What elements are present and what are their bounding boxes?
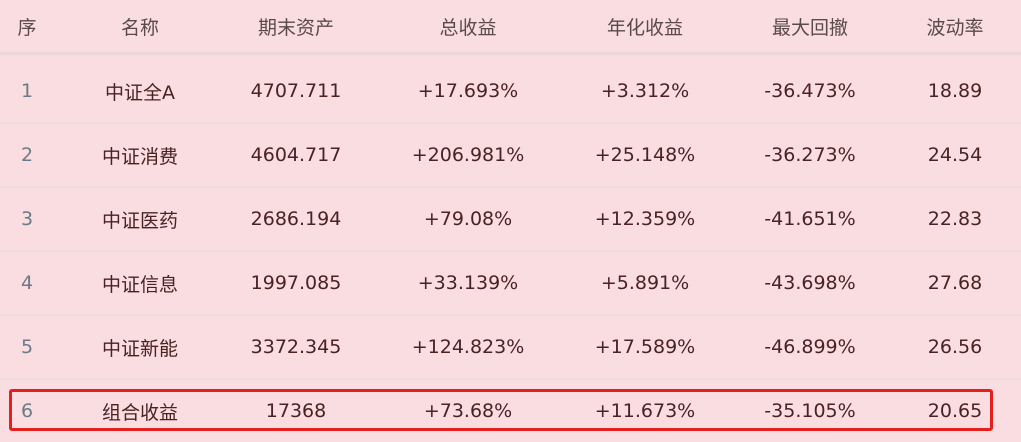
row-max-drawdown: -36.473% — [764, 80, 856, 102]
table-header: 序 名称 期末资产 总收益 年化收益 最大回撤 波动率 — [0, 0, 1021, 55]
row-annual-return: +11.673% — [594, 400, 696, 422]
row-name: 中证新能 — [101, 337, 179, 360]
row-annual-return: +3.312% — [600, 80, 690, 102]
row-index: 5 — [20, 336, 34, 358]
header-index: 序 — [17, 16, 37, 39]
header-ending-asset: 期末资产 — [257, 16, 335, 39]
row-index: 6 — [20, 400, 34, 422]
row-ending-asset: 4707.711 — [250, 80, 342, 102]
table-row: 5 中证新能 3372.345 +124.823% +17.589% -46.8… — [0, 316, 1021, 380]
header-max-drawdown: 最大回撤 — [771, 16, 849, 39]
header-name: 名称 — [120, 16, 160, 39]
table-row: 4 中证信息 1997.085 +33.139% +5.891% -43.698… — [0, 252, 1021, 316]
row-max-drawdown: -36.273% — [764, 144, 856, 166]
row-name: 中证消费 — [101, 145, 179, 168]
row-volatility: 20.65 — [927, 400, 983, 422]
header-volatility: 波动率 — [926, 16, 984, 39]
row-max-drawdown: -46.899% — [764, 336, 856, 358]
row-index: 3 — [20, 208, 34, 230]
row-volatility: 22.83 — [927, 208, 983, 230]
row-annual-return: +25.148% — [594, 144, 696, 166]
row-ending-asset: 1997.085 — [250, 272, 342, 294]
row-index: 2 — [20, 144, 34, 166]
row-total-return: +124.823% — [411, 336, 525, 358]
row-volatility: 26.56 — [927, 336, 983, 358]
row-total-return: +33.139% — [417, 272, 519, 294]
row-total-return: +206.981% — [411, 144, 525, 166]
row-ending-asset: 2686.194 — [250, 208, 342, 230]
row-index: 1 — [20, 80, 34, 102]
header-total-return: 总收益 — [439, 16, 497, 39]
header-annual-return: 年化收益 — [606, 16, 684, 39]
row-ending-asset: 3372.345 — [250, 336, 342, 358]
table-row: 1 中证全A 4707.711 +17.693% +3.312% -36.473… — [0, 60, 1021, 124]
row-ending-asset: 17368 — [265, 400, 327, 422]
row-name: 中证全A — [105, 81, 175, 104]
row-ending-asset: 4604.717 — [250, 144, 342, 166]
row-max-drawdown: -43.698% — [764, 272, 856, 294]
row-total-return: +73.68% — [423, 400, 513, 422]
row-max-drawdown: -41.651% — [764, 208, 856, 230]
row-index: 4 — [20, 272, 34, 294]
row-name: 中证信息 — [101, 273, 179, 296]
row-volatility: 27.68 — [927, 272, 983, 294]
row-total-return: +79.08% — [423, 208, 513, 230]
row-max-drawdown: -35.105% — [764, 400, 856, 422]
row-annual-return: +12.359% — [594, 208, 696, 230]
table-row: 3 中证医药 2686.194 +79.08% +12.359% -41.651… — [0, 188, 1021, 252]
row-volatility: 24.54 — [927, 144, 983, 166]
row-total-return: +17.693% — [417, 80, 519, 102]
table-row-portfolio-total: 6 组合收益 17368 +73.68% +11.673% -35.105% 2… — [0, 380, 1021, 442]
row-name: 组合收益 — [101, 401, 179, 424]
table-row: 2 中证消费 4604.717 +206.981% +25.148% -36.2… — [0, 124, 1021, 188]
row-annual-return: +5.891% — [600, 272, 690, 294]
row-volatility: 18.89 — [927, 80, 983, 102]
row-name: 中证医药 — [101, 209, 179, 232]
row-annual-return: +17.589% — [594, 336, 696, 358]
